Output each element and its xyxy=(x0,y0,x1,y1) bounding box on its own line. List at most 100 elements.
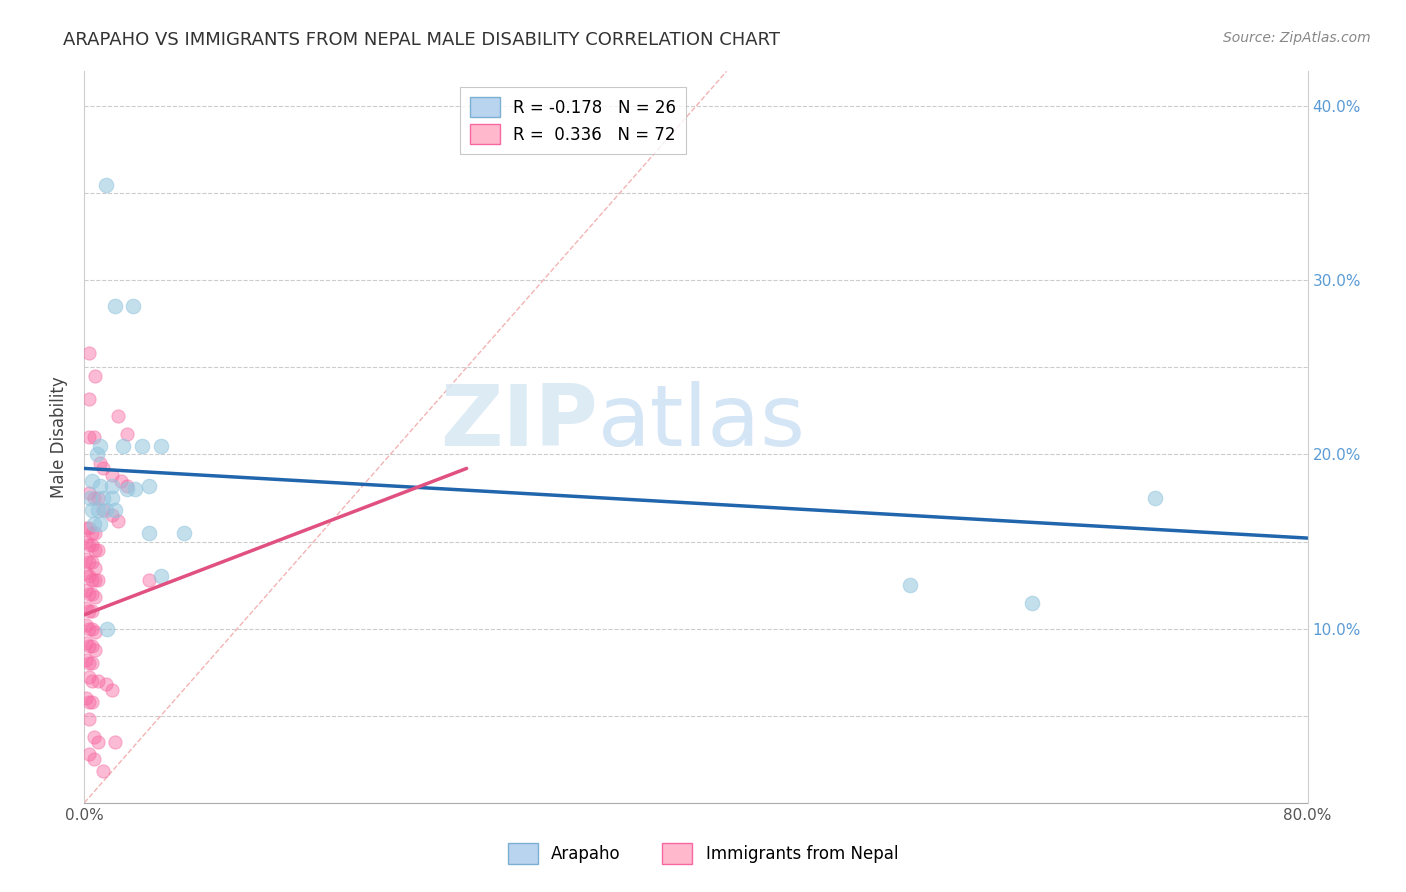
Point xyxy=(115,483,138,497)
Point xyxy=(83,752,105,766)
Point xyxy=(83,517,105,532)
Point xyxy=(75,618,97,632)
Point xyxy=(77,670,100,684)
Point xyxy=(79,491,101,505)
Point xyxy=(94,178,117,192)
Point xyxy=(80,639,103,653)
Point xyxy=(91,491,114,505)
Point xyxy=(80,587,103,601)
Point xyxy=(77,538,100,552)
Point xyxy=(77,657,100,671)
Point xyxy=(77,587,100,601)
Text: atlas: atlas xyxy=(598,381,806,464)
Point xyxy=(89,456,111,470)
Point xyxy=(83,430,105,444)
Point xyxy=(87,673,110,688)
Point xyxy=(77,346,100,360)
Point xyxy=(101,491,124,505)
Point xyxy=(83,491,105,505)
Point xyxy=(138,525,160,540)
Point xyxy=(80,556,103,570)
Point xyxy=(107,514,129,528)
Point xyxy=(149,569,172,583)
Point xyxy=(75,635,97,649)
Point xyxy=(898,578,921,592)
Point xyxy=(84,625,107,640)
Point xyxy=(104,300,127,314)
Point xyxy=(91,764,114,779)
Point xyxy=(80,604,103,618)
Point xyxy=(104,503,127,517)
Point xyxy=(115,426,138,441)
Point xyxy=(84,642,107,657)
Text: ZIP: ZIP xyxy=(440,381,598,464)
Point xyxy=(115,479,138,493)
Point xyxy=(91,503,114,517)
Point xyxy=(80,474,103,488)
Point xyxy=(94,677,117,691)
Point xyxy=(80,573,103,587)
Point xyxy=(75,521,97,535)
Point xyxy=(89,439,111,453)
Point xyxy=(77,569,100,583)
Point xyxy=(87,735,110,749)
Point xyxy=(94,503,117,517)
Point xyxy=(75,583,97,598)
Point xyxy=(138,573,160,587)
Point xyxy=(75,600,97,615)
Point xyxy=(77,622,100,636)
Point xyxy=(80,538,103,552)
Point xyxy=(75,653,97,667)
Point xyxy=(89,517,111,532)
Point xyxy=(149,439,172,453)
Point xyxy=(77,556,100,570)
Point xyxy=(80,622,103,636)
Point xyxy=(1143,491,1166,505)
Point xyxy=(110,474,132,488)
Legend: Arapaho, Immigrants from Nepal: Arapaho, Immigrants from Nepal xyxy=(501,837,905,871)
Point xyxy=(91,461,114,475)
Point xyxy=(80,503,103,517)
Point xyxy=(77,521,100,535)
Point xyxy=(173,525,195,540)
Point xyxy=(77,695,100,709)
Point xyxy=(77,712,100,726)
Point xyxy=(111,439,134,453)
Point xyxy=(1021,595,1043,609)
Point xyxy=(80,525,103,540)
Point xyxy=(104,735,127,749)
Point xyxy=(101,479,124,493)
Point xyxy=(87,491,110,505)
Legend: R = -0.178   N = 26, R =  0.336   N = 72: R = -0.178 N = 26, R = 0.336 N = 72 xyxy=(460,87,686,154)
Point xyxy=(84,560,107,574)
Point xyxy=(84,591,107,605)
Point xyxy=(131,439,153,453)
Point xyxy=(122,300,145,314)
Point xyxy=(77,604,100,618)
Point xyxy=(87,543,110,558)
Point xyxy=(75,566,97,580)
Point xyxy=(138,479,160,493)
Text: ARAPAHO VS IMMIGRANTS FROM NEPAL MALE DISABILITY CORRELATION CHART: ARAPAHO VS IMMIGRANTS FROM NEPAL MALE DI… xyxy=(63,31,780,49)
Point xyxy=(87,503,110,517)
Point xyxy=(84,543,107,558)
Point xyxy=(96,622,118,636)
Point xyxy=(77,639,100,653)
Point xyxy=(80,695,103,709)
Point xyxy=(101,468,124,483)
Point xyxy=(87,573,110,587)
Point xyxy=(89,479,111,493)
Point xyxy=(86,448,108,462)
Y-axis label: Male Disability: Male Disability xyxy=(51,376,69,498)
Point xyxy=(77,747,100,761)
Text: Source: ZipAtlas.com: Source: ZipAtlas.com xyxy=(1223,31,1371,45)
Point xyxy=(84,369,107,384)
Point xyxy=(80,657,103,671)
Point xyxy=(77,485,100,500)
Point xyxy=(101,682,124,697)
Point xyxy=(84,525,107,540)
Point xyxy=(84,573,107,587)
Point xyxy=(101,508,124,523)
Point xyxy=(77,392,100,406)
Point xyxy=(75,691,97,706)
